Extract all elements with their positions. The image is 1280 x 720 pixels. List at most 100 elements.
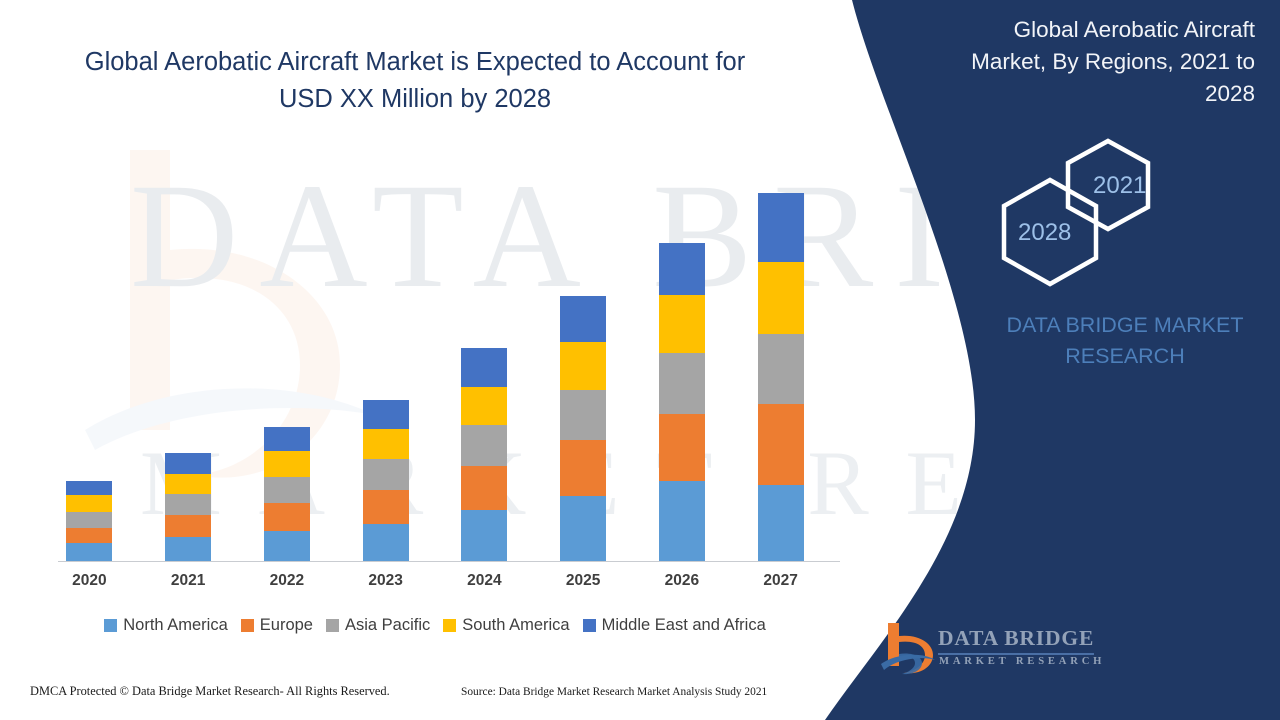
bar-segment bbox=[362, 490, 409, 524]
bar-segment bbox=[658, 295, 705, 354]
bar-segment bbox=[757, 262, 804, 334]
x-axis-label-2027: 2027 bbox=[763, 572, 798, 589]
x-axis-label-2026: 2026 bbox=[664, 572, 700, 589]
page-title-line-1: Global Aerobatic Aircraft Market is Expe… bbox=[84, 48, 746, 76]
legend-item[interactable]: Asia Pacific bbox=[326, 616, 430, 635]
bar-segment bbox=[362, 428, 409, 460]
x-axis-label-2025: 2025 bbox=[565, 572, 601, 589]
bar-column bbox=[243, 426, 331, 561]
hexagon-2028-label: 2028 bbox=[1018, 219, 1072, 246]
stacked-bar-2021 bbox=[165, 453, 212, 561]
bar-segment bbox=[560, 496, 607, 561]
x-axis-label-2020: 2020 bbox=[72, 572, 107, 589]
panel-brand-line-1: DATA BRIDGE MARKET bbox=[1006, 313, 1244, 337]
x-axis-label-2024: 2024 bbox=[467, 572, 502, 589]
bar-segment bbox=[560, 296, 607, 343]
bar-column bbox=[638, 242, 726, 561]
legend-label: Asia Pacific bbox=[345, 616, 431, 634]
stacked-bar-group bbox=[40, 169, 830, 561]
bar-column bbox=[342, 400, 430, 561]
bar-segment bbox=[461, 386, 508, 425]
legend-swatch-icon bbox=[582, 619, 596, 632]
bar-segment bbox=[165, 514, 212, 537]
panel-heading-line-3: 2028 bbox=[1204, 80, 1255, 106]
bar-segment bbox=[362, 459, 409, 491]
logo-name-secondary: MARKET RESEARCH bbox=[939, 656, 1106, 667]
chart-plot-area bbox=[40, 169, 840, 562]
legend-item[interactable]: Europe bbox=[240, 616, 313, 635]
bar-segment bbox=[560, 342, 607, 390]
logo-divider bbox=[938, 653, 1094, 655]
bar-segment bbox=[757, 404, 804, 485]
bar-segment bbox=[66, 480, 113, 496]
stacked-bar-2024 bbox=[461, 348, 508, 561]
bar-column bbox=[440, 348, 528, 561]
legend-item[interactable]: Middle East and Africa bbox=[582, 616, 766, 635]
x-axis-label-2021: 2021 bbox=[170, 572, 206, 589]
bar-column bbox=[45, 480, 133, 561]
legend-item[interactable]: North America bbox=[104, 616, 228, 635]
page-title: Global Aerobatic Aircraft Market is Expe… bbox=[70, 44, 760, 118]
logo-mark-b-icon bbox=[881, 623, 935, 675]
x-axis-label-2022: 2022 bbox=[269, 572, 305, 589]
hexagon-pair-graphic bbox=[1001, 138, 1151, 287]
stacked-bar-2022 bbox=[263, 426, 310, 561]
bar-segment bbox=[66, 543, 113, 561]
copyright-notice: DMCA Protected © Data Bridge Market Rese… bbox=[30, 684, 390, 698]
bar-segment bbox=[66, 512, 113, 528]
logo-name-primary: DATA BRIDGE bbox=[938, 626, 1095, 650]
bar-segment bbox=[560, 389, 607, 441]
bar-segment bbox=[658, 480, 705, 561]
stacked-bar-2020 bbox=[66, 480, 113, 561]
bar-segment bbox=[757, 192, 804, 263]
panel-heading-line-1: Global Aerobatic Aircraft bbox=[1013, 17, 1255, 42]
bar-segment bbox=[658, 242, 705, 296]
bar-segment bbox=[757, 484, 804, 561]
page-title-line-2: USD XX Million by 2028 bbox=[278, 84, 552, 113]
bar-segment bbox=[263, 426, 310, 452]
panel-heading-line-2: Market, By Regions, 2021 to bbox=[971, 48, 1255, 74]
bar-segment bbox=[66, 495, 113, 513]
bar-segment bbox=[362, 523, 409, 561]
stacked-bar-2026 bbox=[658, 242, 705, 561]
bar-segment bbox=[658, 414, 705, 481]
x-axis-line bbox=[58, 561, 840, 562]
bar-column bbox=[539, 296, 627, 561]
bar-column bbox=[737, 192, 825, 561]
bar-column bbox=[144, 453, 232, 561]
stacked-bar-2023 bbox=[362, 400, 409, 561]
bar-segment bbox=[658, 353, 705, 415]
x-axis-label-2023: 2023 bbox=[368, 572, 403, 589]
legend-swatch-icon bbox=[443, 619, 457, 632]
hexagon-2021-shape bbox=[1065, 138, 1151, 232]
stacked-bar-2027 bbox=[757, 192, 804, 561]
bar-segment bbox=[165, 536, 212, 561]
bar-segment bbox=[263, 476, 310, 504]
bar-segment bbox=[461, 510, 508, 561]
legend-label: Middle East and Africa bbox=[601, 616, 766, 634]
x-axis-tick-labels: 2020 2021 2022 2023 2024 2025 2026 2027 bbox=[40, 572, 830, 590]
legend-item[interactable]: South America bbox=[443, 616, 570, 635]
company-logo: DATA BRIDGE MARKET RESEARCH bbox=[880, 620, 1110, 686]
legend-swatch-icon bbox=[104, 619, 118, 632]
panel-heading: Global Aerobatic Aircraft Market, By Reg… bbox=[955, 14, 1255, 110]
legend-label: South America bbox=[462, 616, 570, 634]
chart-legend: North America Europe Asia Pacific South Ame… bbox=[40, 616, 830, 635]
legend-label: Europe bbox=[259, 616, 313, 634]
bar-segment bbox=[461, 465, 508, 511]
legend-label: North America bbox=[123, 616, 228, 634]
bar-segment bbox=[66, 527, 113, 544]
bar-segment bbox=[757, 333, 804, 405]
bar-segment bbox=[461, 424, 508, 466]
bar-segment bbox=[165, 473, 212, 495]
legend-swatch-icon bbox=[326, 619, 339, 632]
stacked-bar-2025 bbox=[560, 296, 607, 561]
bar-segment bbox=[165, 453, 212, 474]
bar-segment bbox=[263, 530, 310, 561]
panel-brand-name: DATA BRIDGE MARKET RESEARCH bbox=[975, 310, 1275, 371]
bar-segment bbox=[560, 440, 607, 497]
bar-segment bbox=[362, 400, 409, 429]
bar-segment bbox=[263, 451, 310, 477]
